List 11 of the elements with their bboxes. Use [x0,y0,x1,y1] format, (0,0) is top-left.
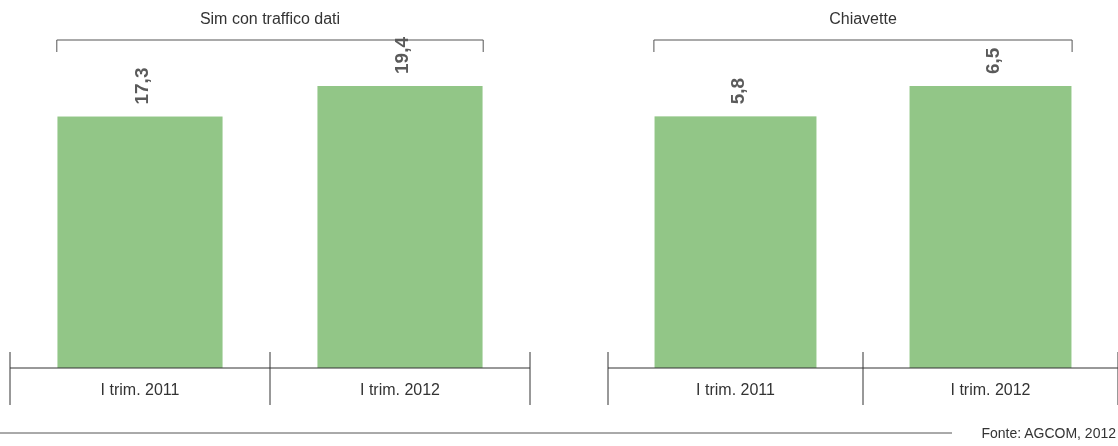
source-note: Fonte: AGCOM, 2012 [981,425,1117,441]
data-label: 17,3 [131,67,152,105]
x-tick-label: I trim. 2011 [100,381,180,398]
x-tick-label: I trim. 2012 [359,381,441,398]
x-tick-label: I trim. 2012 [950,381,1031,398]
data-label: 19,4 [391,36,412,74]
chart-title: Chiavette [829,10,897,27]
data-label: 6,5 [981,47,1003,74]
chart-title: Sim con traffico dati [199,10,341,27]
data-label: 5,8 [726,77,748,105]
x-tick-label: I trim. 2011 [696,381,776,398]
